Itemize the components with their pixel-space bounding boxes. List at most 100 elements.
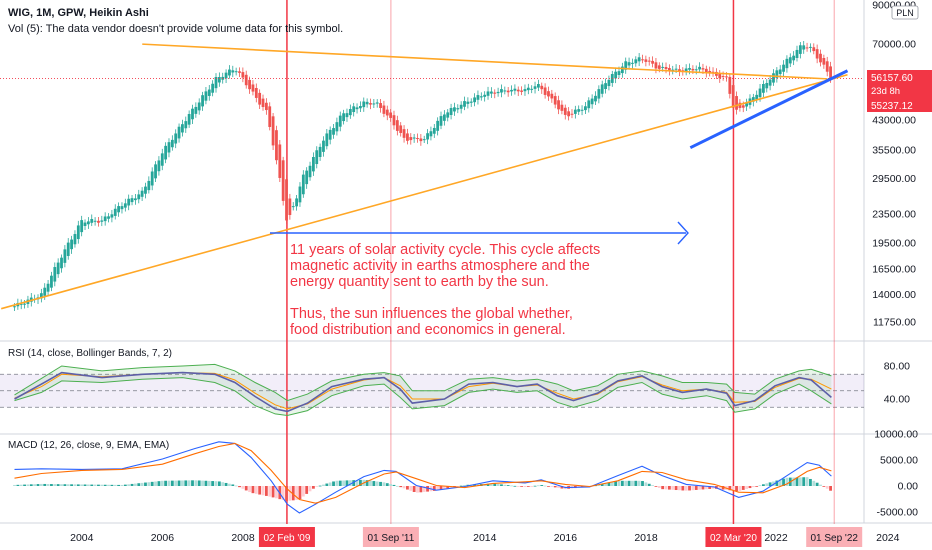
candle-body	[745, 103, 749, 107]
macd-histogram-bar	[614, 481, 618, 486]
macd-histogram-bar	[822, 486, 826, 487]
macd-histogram-bar	[103, 484, 107, 486]
candle-body	[449, 107, 453, 115]
macd-histogram-bar	[422, 486, 426, 492]
macd-histogram-bar	[704, 486, 708, 490]
candle-body	[721, 76, 725, 78]
time-tick-label: 2014	[473, 532, 497, 544]
macd-histogram-bar	[523, 486, 527, 488]
macd-histogram-bar	[311, 486, 315, 489]
macd-histogram-bar	[489, 483, 493, 486]
annotation-block[interactable]: 11 years of solar activity cycle. This c…	[270, 221, 689, 338]
candle-body	[765, 82, 769, 89]
macd-layer	[13, 441, 832, 514]
candle-body	[137, 194, 141, 200]
macd-histogram-bar	[214, 481, 218, 486]
currency-badge-box[interactable]	[891, 5, 919, 20]
candle-body	[214, 77, 218, 89]
candle-body	[191, 108, 194, 120]
macd-label[interactable]: MACD (12, 26, close, 9, EMA, EMA)	[8, 440, 169, 451]
candle-body	[117, 206, 121, 213]
candle-body	[453, 107, 456, 112]
macd-histogram-bar	[154, 481, 157, 486]
candle-body	[325, 133, 329, 147]
macd-histogram-bar	[315, 486, 319, 487]
candle-body	[479, 96, 483, 98]
rsi-label[interactable]: RSI (14, close, Bollinger Bands, 7, 2)	[8, 348, 172, 359]
candle-body	[332, 128, 335, 135]
macd-histogram-bar	[610, 481, 614, 486]
rsi-tick-label: 40.00	[884, 394, 910, 406]
macd-histogram-bar	[600, 483, 604, 486]
grid-layer	[0, 0, 932, 524]
macd-histogram-bar	[540, 485, 544, 486]
candle-body	[805, 47, 809, 49]
macd-histogram-bar	[647, 483, 651, 486]
candle-body	[577, 109, 581, 112]
candle-body	[238, 71, 241, 73]
macd-histogram-bar	[217, 481, 221, 486]
candle-body	[775, 70, 779, 78]
macd-histogram-bar	[258, 486, 262, 495]
candle-body	[385, 109, 389, 116]
macd-histogram-bar	[735, 486, 738, 491]
macd-histogram-bar	[778, 479, 782, 486]
candle-body	[419, 138, 423, 142]
candle-body	[731, 85, 735, 108]
macd-histogram-bar	[19, 484, 23, 486]
candle-body	[439, 116, 443, 126]
symbol-title[interactable]: WIG, 1M, GPW, Heikin Ashi	[8, 7, 149, 19]
macd-histogram-bar	[708, 486, 712, 489]
macd-histogram-bar	[100, 484, 104, 486]
candle-body	[224, 72, 228, 79]
candle-body	[459, 104, 463, 109]
candle-body	[573, 109, 577, 114]
macd-histogram-bar	[825, 486, 829, 489]
candle-body	[234, 71, 238, 73]
candle-body	[110, 214, 114, 218]
macd-histogram-bar	[70, 484, 73, 486]
macd-histogram-bar	[241, 486, 245, 489]
candle-body	[489, 91, 493, 94]
macd-histogram-bar	[325, 483, 329, 486]
cycle-marker-date-label-1: 01 Sep '11	[368, 533, 415, 544]
currency-badge[interactable]: PLN	[896, 8, 914, 18]
annotation-line-6: food distribution and economics in gener…	[290, 322, 566, 338]
macd-histogram-bar	[829, 486, 832, 491]
candle-body	[523, 89, 527, 92]
candle-body	[174, 133, 178, 144]
candle-body	[160, 153, 164, 166]
candle-body	[637, 57, 641, 62]
candle-body	[389, 112, 393, 118]
trendline-layer[interactable]	[0, 43, 849, 310]
macd-histogram-bar	[533, 485, 537, 487]
candle-body	[322, 140, 325, 152]
macd-histogram-bar	[264, 486, 268, 496]
candle-body	[13, 306, 16, 308]
candle-body	[654, 62, 658, 69]
macd-histogram-bar	[543, 485, 547, 487]
candle-body	[308, 165, 312, 178]
macd-histogram-bar	[520, 486, 524, 487]
macd-histogram-bar	[134, 483, 137, 486]
candle-body	[725, 76, 728, 78]
cycle-marker-date-tag-1	[362, 527, 419, 547]
macd-histogram-bar	[207, 480, 211, 486]
macd-histogram-bar	[53, 484, 57, 486]
candle-body	[513, 88, 517, 91]
candle-body	[281, 160, 285, 201]
candle-body	[409, 137, 413, 141]
macd-histogram-bar	[150, 481, 154, 486]
cycle-marker-date-tag-0	[258, 527, 315, 547]
time-tick-label: 2006	[151, 532, 175, 544]
macd-histogram-bar	[718, 486, 722, 490]
candle-body	[563, 107, 567, 115]
candle-body	[604, 83, 607, 90]
candle-body	[446, 112, 450, 118]
macd-histogram-bar	[338, 480, 342, 486]
volume-note: Vol (5): The data vendor doesn't provide…	[8, 23, 343, 35]
candle-body	[254, 87, 258, 98]
macd-histogram-bar	[177, 480, 181, 486]
macd-histogram-bar	[221, 482, 225, 486]
